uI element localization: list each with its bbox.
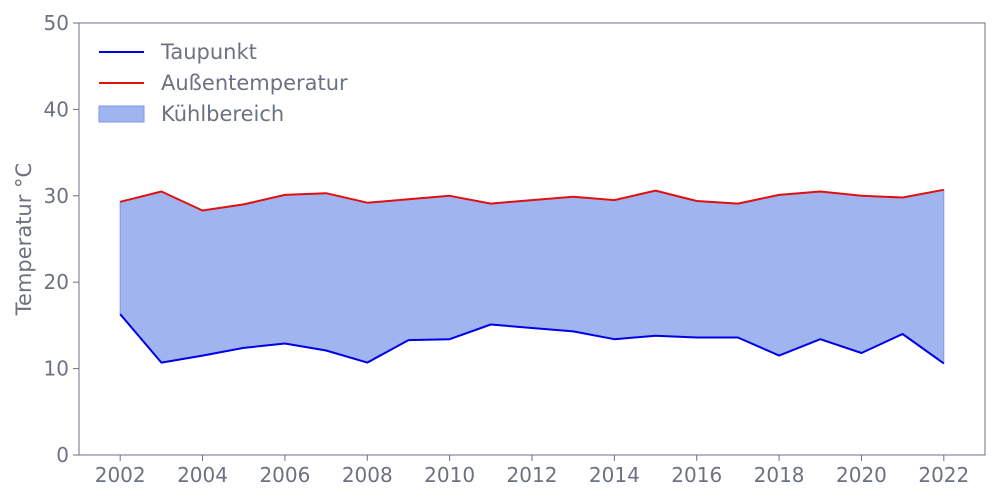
legend-label: Außentemperatur — [161, 71, 348, 95]
x-tick-label: 2016 — [671, 463, 722, 487]
legend: Taupunkt Außentemperatur Kühlbereich — [98, 40, 348, 126]
cooling-range-band — [119, 189, 945, 365]
x-tick-label: 2012 — [507, 463, 558, 487]
axes: 2002 2004 2006 2008 2010 2012 2014 2016 2018 2020… — [44, 11, 986, 487]
y-tick-label: 10 — [44, 357, 69, 381]
x-tick-label: 2002 — [95, 463, 146, 487]
y-tick-label: 30 — [44, 184, 69, 208]
x-tick-label: 2004 — [177, 463, 228, 487]
legend-label: Kühlbereich — [161, 102, 284, 126]
y-tick-label: 40 — [44, 97, 69, 121]
x-tick-label: 2010 — [424, 463, 475, 487]
x-tick-label: 2020 — [836, 463, 887, 487]
y-axis-title: Temperatur °C — [12, 163, 36, 316]
series-line-au-entemperatur — [119, 188, 944, 212]
y-tick-label: 0 — [56, 443, 69, 467]
x-tick-label: 2014 — [589, 463, 640, 487]
y-tick-label: 20 — [44, 270, 69, 294]
legend-swatch-band — [98, 105, 145, 123]
x-tick-label: 2006 — [259, 463, 310, 487]
x-tick-label: 2018 — [754, 463, 805, 487]
y-tick-label: 50 — [44, 11, 69, 35]
plot-area — [119, 188, 945, 365]
legend-label: Taupunkt — [160, 40, 257, 64]
x-tick-label: 2022 — [918, 463, 969, 487]
x-tick-label: 2008 — [342, 463, 393, 487]
series-line-taupunkt — [119, 313, 945, 365]
